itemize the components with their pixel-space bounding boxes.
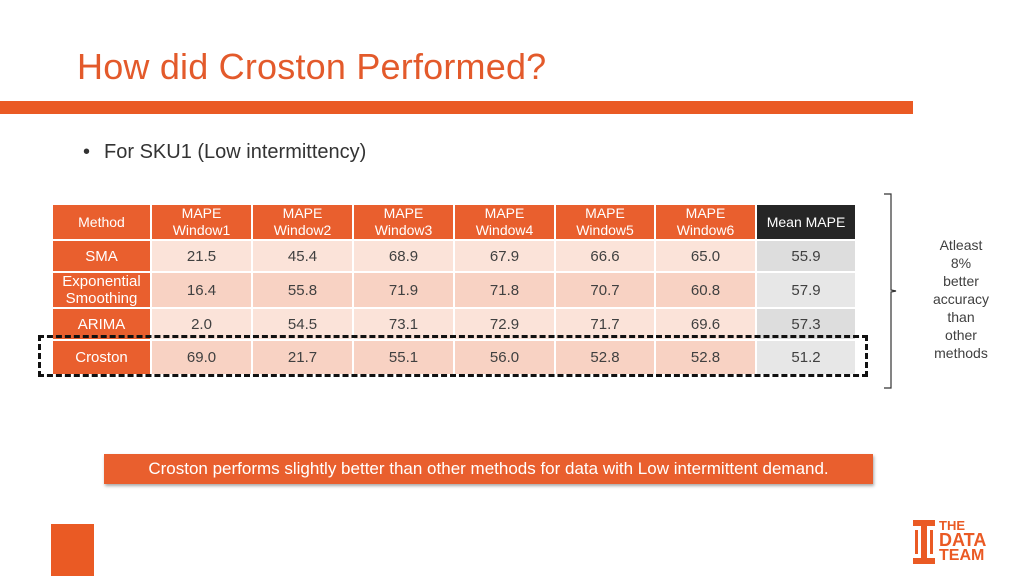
table-cell: 52.8 bbox=[654, 339, 757, 376]
bullet-text: For SKU1 (Low intermittency) bbox=[104, 141, 367, 163]
note-line: accuracy bbox=[932, 291, 990, 307]
row-method-label: Exponential Smoothing bbox=[51, 271, 152, 309]
note-line: Atleast bbox=[939, 237, 983, 253]
table-cell: 66.6 bbox=[554, 239, 656, 273]
croston-highlight-dashed-box bbox=[38, 335, 868, 377]
title-underline-bar bbox=[0, 101, 913, 114]
table-cell: 21.7 bbox=[251, 339, 354, 376]
header-window5: MAPE Window5 bbox=[554, 203, 656, 241]
note-line: methods bbox=[934, 345, 988, 361]
row-method-label: SMA bbox=[51, 239, 152, 273]
header-mean-mape: Mean MAPE bbox=[755, 203, 857, 241]
header-window3: MAPE Window3 bbox=[352, 203, 455, 241]
table-cell: 67.9 bbox=[453, 239, 556, 273]
table-cell: 71.8 bbox=[453, 271, 556, 309]
table-cell: 60.8 bbox=[654, 271, 757, 309]
table-cell: 56.0 bbox=[453, 339, 556, 376]
note-line: other bbox=[945, 327, 977, 343]
logo-wordmark: THE DATA TEAM bbox=[939, 518, 987, 564]
mean-mape-cell: 57.9 bbox=[755, 271, 857, 309]
table-cell: 65.0 bbox=[654, 239, 757, 273]
header-window4: MAPE Window4 bbox=[453, 203, 556, 241]
table-cell: 21.5 bbox=[150, 239, 253, 273]
table-row-exponential-smoothing: Exponential Smoothing 16.4 55.8 71.9 71.8… bbox=[51, 271, 857, 309]
note-line: than bbox=[947, 309, 975, 325]
table-row-sma: SMA 21.5 45.4 68.9 67.9 66.6 65.0 55.9 bbox=[51, 239, 857, 273]
mean-mape-cell: 51.2 bbox=[755, 339, 857, 376]
mean-mape-cell: 55.9 bbox=[755, 239, 857, 273]
slide-title: How did Croston Performed? bbox=[77, 46, 547, 87]
table-cell: 68.9 bbox=[352, 239, 455, 273]
row-method-label: ARIMA bbox=[51, 307, 152, 341]
table-cell: 54.5 bbox=[251, 307, 354, 341]
table-cell: 71.9 bbox=[352, 271, 455, 309]
header-window6: MAPE Window6 bbox=[654, 203, 757, 241]
logo-line-team: TEAM bbox=[939, 547, 985, 564]
bullet-point: • For SKU1 (Low intermittency) bbox=[83, 141, 366, 164]
table-row-croston: Croston 69.0 21.7 55.1 56.0 52.8 52.8 51… bbox=[51, 339, 857, 376]
conclusion-banner: Croston performs slightly better than ot… bbox=[104, 454, 873, 484]
table-cell: 45.4 bbox=[251, 239, 354, 273]
header-window1: MAPE Window1 bbox=[150, 203, 253, 241]
table-header-row: Method MAPE Window1 MAPE Window2 MAPE Windo… bbox=[51, 203, 857, 241]
table-cell: 70.7 bbox=[554, 271, 656, 309]
note-line: 8% bbox=[950, 255, 972, 271]
data-team-logo-icon bbox=[913, 520, 935, 564]
header-method: Method bbox=[51, 203, 152, 241]
bullet-dot-icon: • bbox=[83, 141, 91, 163]
table-cell: 55.8 bbox=[251, 271, 354, 309]
table-cell: 16.4 bbox=[150, 271, 253, 309]
note-line: better bbox=[943, 273, 979, 289]
header-window2: MAPE Window2 bbox=[251, 203, 354, 241]
table-cell: 69.0 bbox=[150, 339, 253, 376]
logo-line-the: THE bbox=[939, 518, 965, 533]
decorative-corner-block bbox=[51, 524, 94, 576]
row-method-label: Croston bbox=[51, 339, 152, 376]
table-cell: 52.8 bbox=[554, 339, 656, 376]
right-bracket-icon bbox=[884, 193, 897, 389]
accuracy-note: Atleast 8% better accuracy than other me… bbox=[921, 236, 1001, 362]
logo-line-data: DATA bbox=[939, 530, 987, 550]
